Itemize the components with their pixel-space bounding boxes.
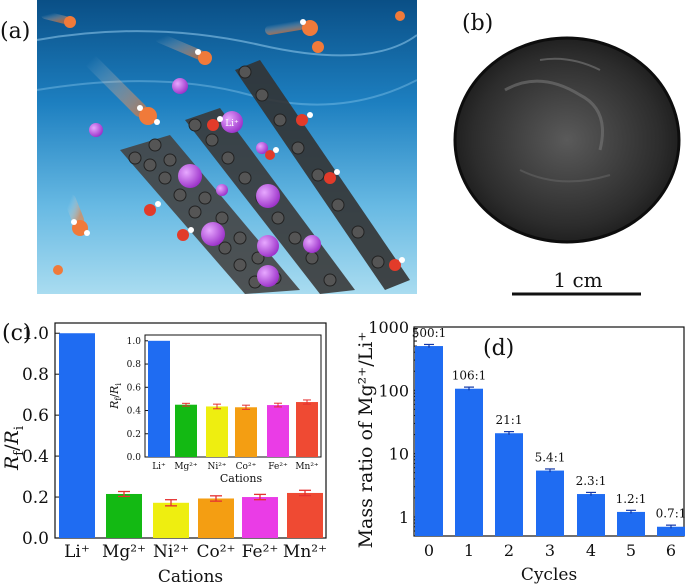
panel-c-label: (c) — [2, 321, 32, 346]
hydroxyl-groups — [144, 112, 405, 271]
chart-d: 1 10 100 1000 500:1 0 106:1 1 21:1 2 5.4:1 3 2.3:1 4 1… — [355, 318, 686, 585]
chart-c-inset-bar — [235, 407, 257, 457]
chart-c-inset-ytick-label: 1.0 — [127, 337, 142, 347]
panel-a-illustration: Li⁺ — [36, 0, 418, 294]
panel-b-label: (b) — [462, 11, 493, 36]
chart-c-bar — [198, 498, 234, 538]
chart-c-inset-ylabel-part: f — [114, 397, 123, 401]
chart-d-data-label: 106:1 — [452, 369, 487, 383]
chart-c-inset-ylabel-part: / — [108, 394, 121, 398]
graphene-sheet-right — [235, 60, 410, 290]
chart-c-ylabel-part: / — [1, 444, 23, 451]
li-ions: Li⁺ — [89, 78, 321, 287]
hydrated-cations — [41, 11, 405, 275]
chart-c-inset-ylabel-part: R — [108, 401, 121, 410]
chart-d-bar — [577, 494, 605, 536]
chart-c-inset-xtick-label: Co²⁺ — [236, 462, 257, 472]
chart-c-xtick-label: Li⁺ — [64, 542, 90, 562]
chart-d-bar — [657, 526, 685, 536]
chart-c-xtick-label: Mn²⁺ — [283, 542, 327, 562]
chart-c-inset-ytick-label: 0.6 — [127, 383, 142, 393]
chart-c-inset-bar — [148, 340, 170, 457]
chart-c-xtick-label: Fe²⁺ — [242, 542, 279, 562]
chart-d-bar — [617, 511, 645, 536]
chart-c-inset-bar — [206, 406, 228, 457]
chart-c-ytick-label: 1.0 — [22, 324, 49, 344]
chart-d-bar — [536, 470, 564, 536]
chart-d-ylabel: Mass ratio of Mg²⁺/Li⁺ — [355, 332, 377, 549]
chart-c-ylabel-part: i — [12, 426, 27, 430]
chart-c: 0.00.20.40.60.81.0Li⁺ Mg²⁺ Ni²⁺ Co²⁺ Fe²⁺ Mn²… — [1, 322, 327, 587]
chart-c-ytick-label: 0.2 — [22, 488, 49, 508]
chart-c-ytick-label: 0.6 — [22, 406, 49, 426]
membrane-disk — [455, 38, 679, 242]
chart-d-data-label: 500:1 — [412, 326, 447, 340]
chart-d-bar — [415, 346, 443, 536]
chart-c-bar — [287, 492, 323, 538]
chart-d-ytick-label: 1000 — [368, 318, 409, 337]
chart-c-inset-ytick-label: 0.8 — [127, 360, 142, 370]
chart-c-ytick-label: 0.0 — [22, 529, 49, 549]
chart-c-inset-xtick-label: Ni²⁺ — [207, 462, 226, 472]
chart-c-bar — [106, 493, 142, 538]
scale-bar-label: 1 cm — [553, 268, 602, 292]
chart-c-inset-xtick-label: Li⁺ — [152, 462, 166, 472]
chart-d-xlabel: Cycles — [521, 565, 577, 585]
chart-c-bar — [242, 497, 278, 538]
chart-c-ylabel-part: R — [1, 430, 23, 445]
chart-c-inset-ylabel: Rf/Ri — [108, 383, 123, 410]
chart-c-frame — [54, 322, 327, 539]
chart-c-inset-ytick-label: 0.0 — [127, 453, 142, 463]
chart-c-inset-xtick-label: Mn²⁺ — [295, 462, 319, 472]
chart-c-inset-frame — [144, 334, 322, 458]
chart-c-xlabel: Cations — [158, 567, 223, 587]
chart-d-bar — [495, 433, 523, 536]
chart-c-ylabel-part: R — [1, 456, 23, 471]
chart-d-xtick-label: 5 — [626, 541, 636, 560]
chart-d-data-label: 5.4:1 — [535, 451, 566, 465]
chart-c-ylabel-part: f — [12, 450, 27, 456]
panel-a-label: (a) — [0, 19, 30, 44]
chart-d-data-label: 1.2:1 — [616, 492, 647, 506]
chart-d-ytick-label: 1 — [399, 508, 409, 527]
chart-d-xtick-label: 4 — [586, 541, 596, 560]
chart-c-xtick-label: Co²⁺ — [196, 542, 235, 562]
chart-d-xtick-label: 1 — [464, 541, 474, 560]
chart-d-xtick-label: 2 — [504, 541, 514, 560]
chart-d-data-label: 2.3:1 — [576, 474, 607, 488]
chart-c-inset-xtick-label: Mg²⁺ — [174, 462, 198, 472]
chart-c-inset-bar — [175, 404, 197, 457]
li-ion-label: Li⁺ — [225, 119, 239, 129]
chart-c-inset-bar — [296, 402, 318, 457]
chart-c-inset-ytick-label: 0.2 — [127, 430, 141, 440]
chart-c-ytick-label: 0.4 — [22, 447, 49, 467]
chart-d-xtick-label: 6 — [666, 541, 676, 560]
chart-c-inset-xtick-label: Fe²⁺ — [268, 462, 288, 472]
chart-c-inset-ylabel-part: R — [108, 386, 121, 395]
chart-c-ytick-label: 0.8 — [22, 365, 49, 385]
chart-c-bar — [153, 502, 189, 538]
chart-c-bar — [59, 333, 95, 538]
chart-c-inset-bar — [267, 405, 289, 457]
chart-d-ytick-label: 10 — [389, 445, 409, 464]
chart-d-bar — [455, 388, 483, 536]
panel-b-photo: 1 cm — [453, 36, 681, 296]
chart-d-data-label: 0.7:1 — [656, 507, 687, 521]
chart-c-ylabel: Rf/Ri — [1, 426, 27, 471]
chart-c-inset-xlabel: Cations — [220, 472, 263, 485]
chart-c-xtick-label: Mg²⁺ — [102, 542, 146, 562]
chart-d-data-label: 21:1 — [496, 413, 523, 427]
chart-c-xtick-label: Ni²⁺ — [153, 542, 189, 562]
chart-c-inset-ytick-label: 0.4 — [127, 407, 142, 417]
chart-d-xtick-label: 0 — [424, 541, 434, 560]
panel-d-label: (d) — [483, 336, 514, 361]
chart-d-xtick-label: 3 — [545, 541, 555, 560]
chart-d-ytick-label: 100 — [378, 381, 409, 400]
chart-c-inset-ylabel-part: i — [114, 383, 123, 386]
